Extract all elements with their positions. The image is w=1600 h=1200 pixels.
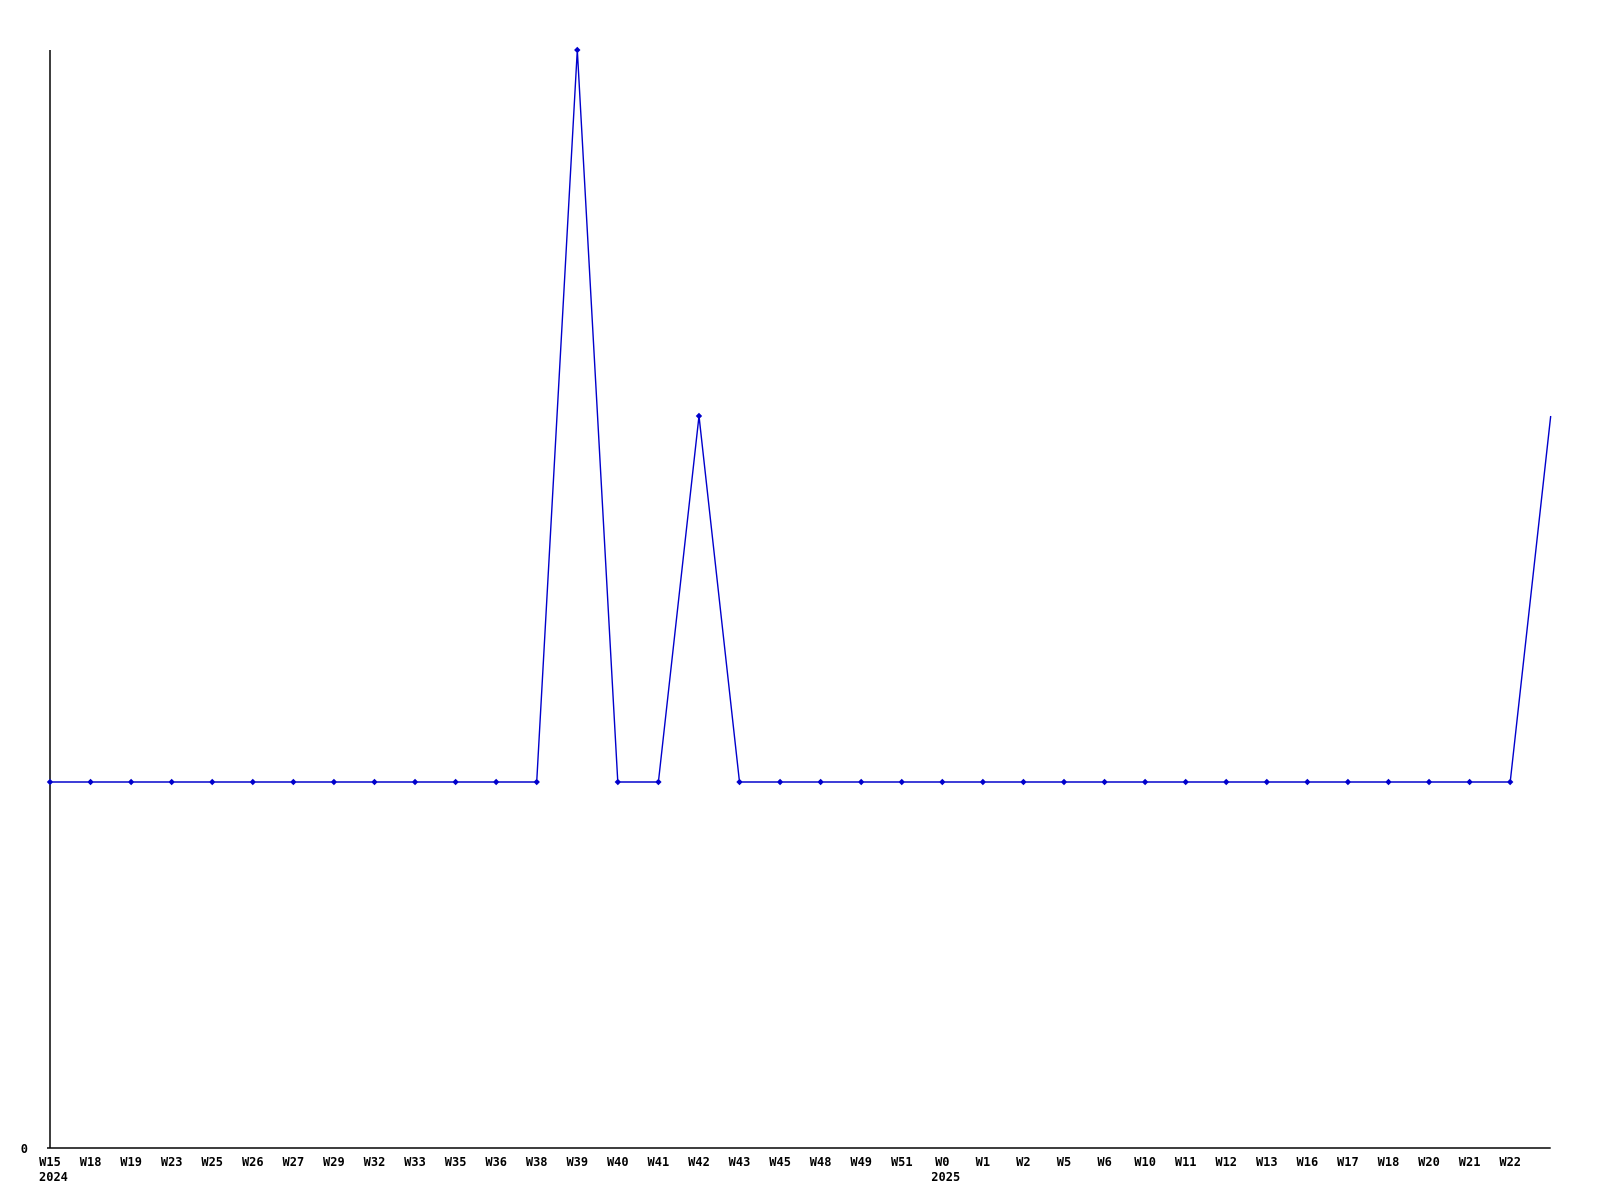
x-tick-label: W6 (1097, 1155, 1111, 1169)
x-tick-label: W38 (526, 1155, 548, 1169)
data-point-marker (776, 778, 784, 786)
x-tick-label: W2 (1016, 1155, 1030, 1169)
x-tick-label: W29 (323, 1155, 345, 1169)
data-point-marker (979, 778, 987, 786)
data-point-marker (1466, 778, 1473, 786)
data-point-marker (655, 778, 662, 786)
x-tick-labels: W15 W18 W19 W23 W25 W26 W27 W29 W32 W33 W35 W36 W38 W… (39, 1155, 1521, 1169)
data-point-marker (1385, 778, 1392, 786)
x-tick-label: W18 (80, 1155, 102, 1169)
x-tick-label: W51 (891, 1155, 913, 1169)
data-point-marker (1020, 778, 1027, 786)
data-point-marker (290, 778, 297, 786)
data-point-marker (492, 778, 500, 786)
x-tick-label: W33 (404, 1155, 426, 1169)
x-tick-label: W13 (1256, 1155, 1278, 1169)
data-point-marker (939, 778, 946, 786)
data-point-marker (1425, 778, 1433, 786)
x-tick-label: W26 (242, 1155, 264, 1169)
data-point-marker (1182, 778, 1189, 786)
data-point-marker (127, 778, 135, 786)
year-label: 2025 (931, 1170, 960, 1184)
x-tick-label: W21 (1459, 1155, 1481, 1169)
year-labels: 2024 2025 (39, 1170, 960, 1184)
data-point-marker (371, 778, 378, 786)
x-tick-label: W27 (283, 1155, 305, 1169)
data-point-marker (858, 778, 865, 786)
x-tick-label: W15 (39, 1155, 61, 1169)
data-point-marker (736, 778, 743, 786)
data-point-marker (695, 412, 703, 420)
x-tick-label: W23 (161, 1155, 183, 1169)
data-point-marker (898, 778, 905, 786)
x-tick-label: W18 (1378, 1155, 1400, 1169)
x-tick-label: W22 (1499, 1155, 1521, 1169)
data-point-marker (411, 778, 419, 786)
data-point-marker (168, 778, 175, 786)
axes (47, 50, 1551, 1149)
data-point-marker (209, 778, 216, 786)
year-label: 2024 (39, 1170, 68, 1184)
data-point-marker (817, 778, 824, 786)
data-point-marker (1506, 778, 1514, 786)
data-point-marker (1141, 778, 1149, 786)
x-tick-label: W17 (1337, 1155, 1359, 1169)
data-point-marker (1263, 778, 1270, 786)
data-point-marker (249, 778, 256, 786)
x-tick-label: W16 (1297, 1155, 1319, 1169)
x-tick-label: W41 (648, 1155, 670, 1169)
data-point-marker (1101, 778, 1108, 786)
data-point-marker (1304, 778, 1311, 786)
data-point-marker (1344, 778, 1352, 786)
series-markers (46, 46, 1514, 786)
x-tick-label: W5 (1057, 1155, 1071, 1169)
data-point-marker (533, 778, 540, 786)
data-point-marker (614, 778, 622, 786)
data-point-marker (87, 778, 94, 786)
x-tick-label: W36 (485, 1155, 507, 1169)
x-tick-label: W43 (729, 1155, 751, 1169)
x-tick-label: W42 (688, 1155, 710, 1169)
x-tick-label: W48 (810, 1155, 832, 1169)
data-point-marker (1223, 778, 1230, 786)
x-tick-label: W19 (120, 1155, 142, 1169)
x-tick-label: W20 (1418, 1155, 1440, 1169)
x-tick-label: W0 (935, 1155, 949, 1169)
x-tick-label: W25 (201, 1155, 223, 1169)
x-tick-label: W11 (1175, 1155, 1197, 1169)
series-line (50, 49, 1552, 783)
data-point-marker (330, 778, 338, 786)
data-point-marker (452, 778, 459, 786)
x-tick-label: W40 (607, 1155, 629, 1169)
data-point-marker (574, 46, 581, 54)
x-tick-label: W10 (1134, 1155, 1156, 1169)
x-tick-label: W45 (769, 1155, 791, 1169)
data-point-marker (1060, 778, 1068, 786)
x-tick-label: W32 (364, 1155, 386, 1169)
y-axis-zero-label: 0 (21, 1142, 28, 1156)
x-tick-label: W12 (1215, 1155, 1237, 1169)
data-point-marker (46, 778, 54, 786)
x-tick-label: W1 (976, 1155, 990, 1169)
x-tick-label: W39 (566, 1155, 588, 1169)
x-tick-label: W35 (445, 1155, 467, 1169)
x-tick-label: W49 (850, 1155, 872, 1169)
